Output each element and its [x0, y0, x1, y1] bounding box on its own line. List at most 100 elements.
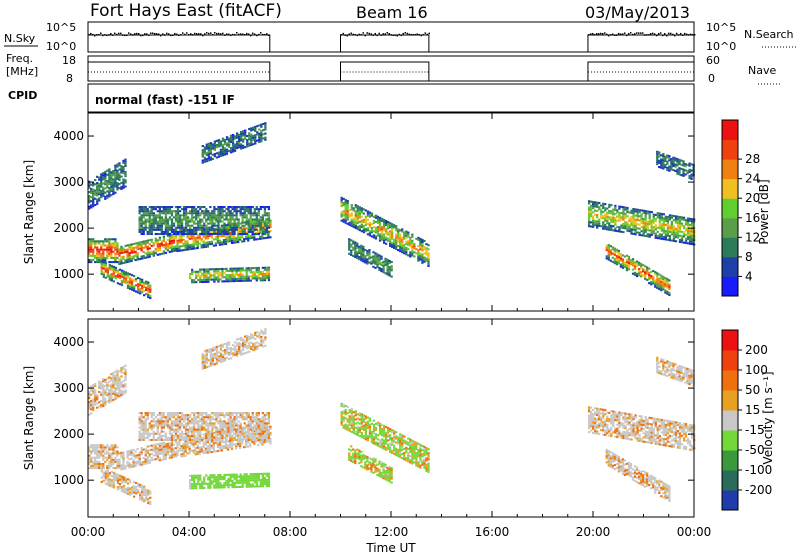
power-cell: [114, 191, 117, 194]
velocity-cell: [211, 482, 214, 485]
power-cell: [255, 271, 258, 274]
power-cell: [388, 230, 392, 233]
velocity-cell: [241, 479, 244, 482]
power-cell: [682, 216, 686, 219]
power-cell: [247, 220, 250, 223]
power-cell: [354, 220, 357, 223]
power-cell: [116, 246, 119, 249]
power-cell: [164, 226, 168, 229]
colorbar-segment: [722, 217, 738, 238]
power-cell: [180, 222, 184, 225]
power-cell: [199, 278, 202, 282]
velocity-cell: [219, 482, 222, 485]
power-cell: [257, 275, 260, 278]
power-cell: [251, 275, 254, 278]
power-cell: [368, 251, 371, 254]
power-cell: [620, 230, 623, 233]
power-cell: [380, 236, 384, 239]
power-cell: [96, 254, 99, 257]
power-cell: [421, 259, 424, 262]
velocity-cell: [90, 446, 93, 449]
velocity-cell: [141, 486, 144, 489]
power-cell: [207, 159, 210, 162]
power-cell: [172, 247, 176, 250]
power-cell: [635, 272, 639, 276]
power-cell: [94, 244, 97, 247]
power-cell: [397, 230, 400, 233]
velocity-cell: [168, 428, 172, 431]
power-cell: [207, 142, 210, 145]
power-cell: [627, 266, 631, 269]
power-cell: [622, 206, 625, 209]
power-cell: [192, 241, 195, 244]
power-cell: [666, 282, 669, 285]
power-cell: [231, 275, 234, 279]
power-cell: [617, 260, 621, 263]
power-cell: [257, 273, 260, 276]
power-cell: [587, 223, 591, 226]
power-cell: [598, 224, 601, 227]
power-cell: [90, 196, 93, 199]
velocity-cell: [98, 454, 101, 457]
power-cell: [225, 276, 228, 279]
nsearch-dot: [653, 33, 656, 35]
power-cell: [239, 267, 242, 270]
power-cell: [223, 276, 226, 279]
power-cell: [254, 136, 257, 139]
power-cell: [158, 232, 161, 236]
velocity-cell: [222, 447, 226, 450]
power-cell: [213, 272, 216, 275]
power-cell: [245, 222, 248, 225]
power-cell: [405, 249, 408, 252]
velocity-cell: [92, 467, 95, 470]
power-cell: [629, 261, 633, 264]
power-cell: [622, 231, 625, 234]
velocity-cell: [144, 454, 147, 457]
velocity-cell: [146, 416, 149, 419]
power-cell: [246, 141, 249, 144]
power-cell: [376, 232, 380, 235]
power-cell: [207, 144, 210, 147]
power-cell: [204, 235, 207, 238]
power-cell: [211, 226, 214, 229]
power-cell: [395, 243, 398, 246]
power-cell: [427, 252, 430, 255]
power-cell: [104, 183, 107, 186]
power-cell: [267, 270, 271, 273]
power-cell: [646, 220, 649, 223]
power-cell: [203, 230, 206, 233]
power-cell: [136, 256, 139, 259]
power-cell: [611, 252, 614, 255]
power-cell: [255, 206, 258, 209]
nsearch-dot: [424, 32, 426, 34]
velocity-cell: [144, 424, 147, 427]
power-cell: [231, 216, 234, 219]
power-cell: [231, 150, 235, 153]
power-y-label: Slant Range [km]: [22, 160, 36, 264]
power-cell: [604, 223, 607, 226]
nsearch-dot: [340, 34, 342, 36]
power-cell: [178, 214, 182, 217]
velocity-cell: [132, 491, 136, 494]
power-cell: [364, 215, 368, 218]
power-cell: [386, 271, 389, 274]
power-cell: [138, 222, 141, 225]
power-cell: [98, 240, 101, 243]
power-cell: [206, 237, 209, 240]
velocity-cell: [219, 476, 222, 479]
power-cell: [591, 221, 595, 224]
velocity-cell: [98, 444, 101, 447]
power-cell: [158, 208, 161, 211]
power-cell: [100, 196, 103, 199]
power-cell: [257, 277, 260, 280]
power-cell: [409, 242, 412, 246]
power-cell: [216, 239, 220, 242]
power-cell: [98, 191, 101, 194]
power-cell: [122, 274, 126, 277]
power-cell: [114, 256, 117, 259]
power-cell: [102, 265, 105, 268]
velocity-cell: [128, 466, 131, 469]
velocity-cell: [94, 444, 97, 447]
power-cell: [372, 265, 375, 268]
velocity-cell: [156, 418, 159, 421]
